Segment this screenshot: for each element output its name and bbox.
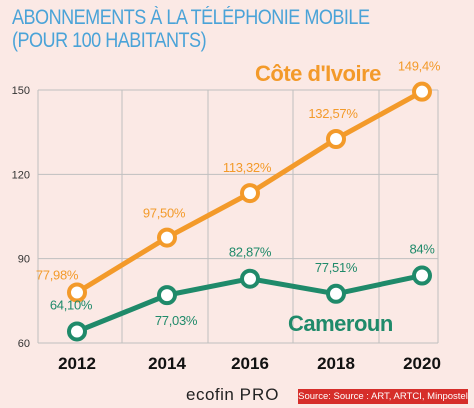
xtick-label-2018: 2018 (317, 354, 355, 373)
ytick-label-120: 120 (12, 169, 30, 181)
xtick-label-2016: 2016 (231, 354, 269, 373)
grid (37, 89, 439, 344)
point-0-1 (157, 227, 177, 248)
ytick-label-60: 60 (18, 338, 30, 350)
logo-main: ecofin (186, 385, 235, 404)
data-label-1-0: 64,10% (50, 297, 93, 312)
series (67, 81, 432, 342)
point-0-3 (326, 128, 346, 149)
data-label-0-0: 77,98% (36, 267, 79, 282)
ytick-label-150: 150 (12, 85, 30, 97)
point-0-4 (412, 81, 432, 102)
logo-suffix: PRO (239, 385, 280, 404)
chart-title-line-2: (POUR 100 HABITANTS) (12, 29, 207, 52)
point-1-0 (67, 321, 87, 342)
xtick-label-2014: 2014 (148, 354, 186, 373)
point-1-2 (240, 268, 260, 289)
data-label-1-4: 84% (409, 242, 435, 257)
ecofin-logo: ecofin PRO (186, 385, 279, 405)
chart-title-line-1: ABONNEMENTS À LA TÉLÉPHONIE MOBILE (12, 6, 370, 29)
point-1-4 (412, 265, 432, 286)
point-1-1 (157, 285, 177, 306)
ytick-label-90: 90 (18, 254, 30, 266)
data-label-1-2: 82,87% (229, 245, 272, 260)
data-label-0-1: 97,50% (143, 206, 186, 221)
series-name-0: Côte d'Ivoire (255, 61, 381, 86)
axes: 60 90 120 150 2012 2014 2016 2018 2020 (12, 85, 441, 373)
data-label-0-4: 149,4% (398, 59, 441, 74)
xtick-label-2012: 2012 (58, 354, 96, 373)
series-name-1: Cameroun (288, 311, 393, 336)
data-label-1-3: 77,51% (315, 260, 358, 275)
xtick-label-2020: 2020 (403, 354, 441, 373)
point-0-2 (240, 183, 260, 204)
source-badge: Source: Source : ART, ARTCI, Minpostel (298, 389, 468, 404)
chart-title: ABONNEMENTS À LA TÉLÉPHONIE MOBILE (POUR… (12, 6, 370, 52)
point-0-0 (67, 282, 87, 303)
data-labels: 77,98% 97,50% 113,32% 132,57% 149,4% 64,10% 77… (36, 59, 441, 336)
point-1-3 (326, 283, 346, 304)
data-label-1-1: 77,03% (155, 313, 198, 328)
data-label-0-2: 113,32% (223, 160, 272, 175)
data-label-0-3: 132,57% (308, 106, 358, 121)
